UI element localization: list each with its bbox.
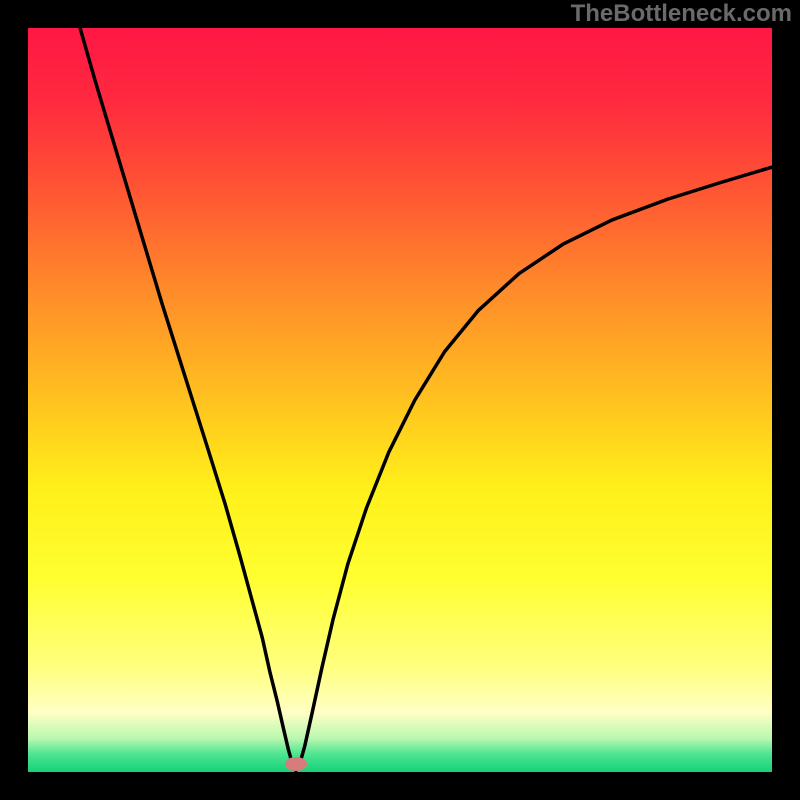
bottleneck-curve [28,28,772,772]
watermark-text: TheBottleneck.com [571,0,792,28]
plot-area [28,28,772,772]
minimum-marker [285,757,307,771]
chart-frame: TheBottleneck.com [0,0,800,800]
curve-path [80,28,772,771]
